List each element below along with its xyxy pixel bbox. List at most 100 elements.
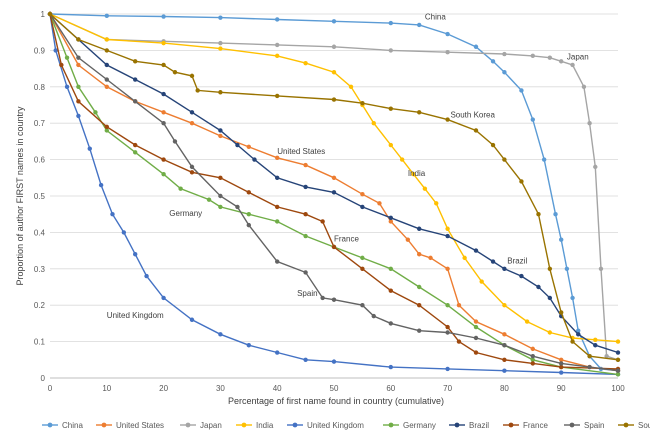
data-point bbox=[547, 266, 553, 271]
legend-swatch-marker bbox=[292, 422, 298, 428]
x-tick-label: 60 bbox=[386, 384, 395, 393]
data-point bbox=[252, 157, 257, 162]
data-point bbox=[473, 44, 479, 49]
y-tick-label: 0 bbox=[41, 374, 46, 383]
data-point bbox=[235, 142, 240, 148]
x-tick-label: 30 bbox=[216, 384, 225, 393]
data-point bbox=[445, 366, 450, 372]
x-tick-label: 0 bbox=[48, 384, 53, 393]
legend-label: South Korea bbox=[638, 421, 650, 430]
data-point bbox=[172, 70, 178, 75]
data-point bbox=[388, 106, 393, 111]
data-point bbox=[87, 146, 92, 151]
data-point bbox=[275, 42, 280, 48]
legend-item: Germany bbox=[383, 421, 436, 430]
data-point bbox=[331, 70, 337, 75]
data-point bbox=[133, 142, 138, 148]
grid bbox=[50, 13, 618, 379]
data-point bbox=[490, 142, 496, 148]
data-point bbox=[161, 121, 166, 126]
data-point bbox=[275, 219, 280, 224]
data-point bbox=[331, 190, 337, 195]
data-point bbox=[502, 332, 507, 337]
series-line bbox=[49, 13, 619, 361]
data-point bbox=[445, 324, 450, 330]
data-point bbox=[161, 171, 166, 177]
legend-item: China bbox=[42, 421, 83, 430]
data-point bbox=[417, 110, 422, 115]
data-point bbox=[275, 53, 280, 59]
data-point bbox=[161, 110, 166, 115]
data-point bbox=[417, 328, 422, 333]
series-annotation: France bbox=[334, 235, 359, 244]
legend-item: Brazil bbox=[449, 421, 489, 430]
data-point bbox=[570, 339, 575, 344]
data-point bbox=[388, 20, 393, 26]
data-point bbox=[218, 90, 223, 95]
data-point bbox=[218, 204, 223, 210]
legend-swatch-marker bbox=[185, 422, 191, 428]
x-tick-label: 50 bbox=[330, 384, 339, 393]
y-tick-label: 0.9 bbox=[34, 46, 46, 55]
data-point bbox=[303, 270, 308, 275]
series-annotation: Japan bbox=[567, 53, 589, 62]
series-line bbox=[49, 13, 619, 354]
data-point bbox=[445, 31, 450, 37]
data-point bbox=[47, 11, 53, 17]
data-point bbox=[473, 319, 479, 324]
data-point bbox=[331, 244, 337, 250]
data-point bbox=[502, 70, 507, 75]
data-point bbox=[331, 359, 337, 364]
legend-label: Japan bbox=[200, 421, 222, 430]
legend-swatch-marker bbox=[569, 422, 575, 428]
data-point bbox=[360, 303, 365, 308]
data-point bbox=[559, 370, 564, 375]
data-point bbox=[76, 55, 81, 60]
series-line bbox=[49, 13, 619, 376]
data-point bbox=[593, 343, 598, 348]
legend-swatch-marker bbox=[241, 422, 247, 428]
data-point bbox=[547, 295, 553, 301]
data-point bbox=[133, 77, 138, 82]
legend-item: India bbox=[236, 421, 274, 430]
data-point bbox=[615, 350, 621, 355]
data-point bbox=[530, 361, 535, 366]
data-point bbox=[445, 50, 450, 55]
data-point bbox=[189, 170, 195, 175]
data-point bbox=[502, 51, 507, 57]
series-annotation: Spain bbox=[297, 289, 317, 298]
data-point bbox=[462, 255, 467, 261]
x-axis-title: Percentage of first name found in countr… bbox=[228, 396, 444, 406]
data-point bbox=[587, 364, 592, 370]
data-point bbox=[161, 40, 166, 46]
data-point bbox=[502, 368, 507, 373]
data-point bbox=[161, 62, 166, 68]
data-point bbox=[547, 55, 553, 60]
data-point bbox=[303, 233, 308, 239]
data-point bbox=[161, 91, 166, 97]
data-point bbox=[218, 175, 223, 180]
y-axis-title: Proportion of author FIRST names in coun… bbox=[15, 106, 25, 285]
data-point bbox=[388, 48, 393, 53]
data-point bbox=[360, 204, 365, 210]
data-point bbox=[303, 184, 308, 190]
data-point bbox=[246, 144, 251, 150]
legend-item: South Korea bbox=[618, 421, 650, 430]
series-annotation: China bbox=[425, 12, 446, 21]
series-annotation: India bbox=[408, 169, 426, 178]
data-point bbox=[428, 255, 433, 261]
data-point bbox=[275, 17, 280, 22]
series-france bbox=[47, 11, 621, 372]
data-point bbox=[360, 191, 365, 197]
series-line bbox=[49, 13, 619, 343]
data-point bbox=[104, 62, 110, 68]
data-point bbox=[473, 128, 479, 133]
data-point bbox=[530, 117, 535, 122]
data-point bbox=[593, 337, 598, 342]
data-point bbox=[524, 319, 530, 324]
data-point bbox=[303, 357, 308, 362]
data-point bbox=[218, 46, 223, 51]
data-point bbox=[218, 128, 223, 133]
data-point bbox=[445, 266, 450, 271]
data-point bbox=[445, 303, 450, 308]
